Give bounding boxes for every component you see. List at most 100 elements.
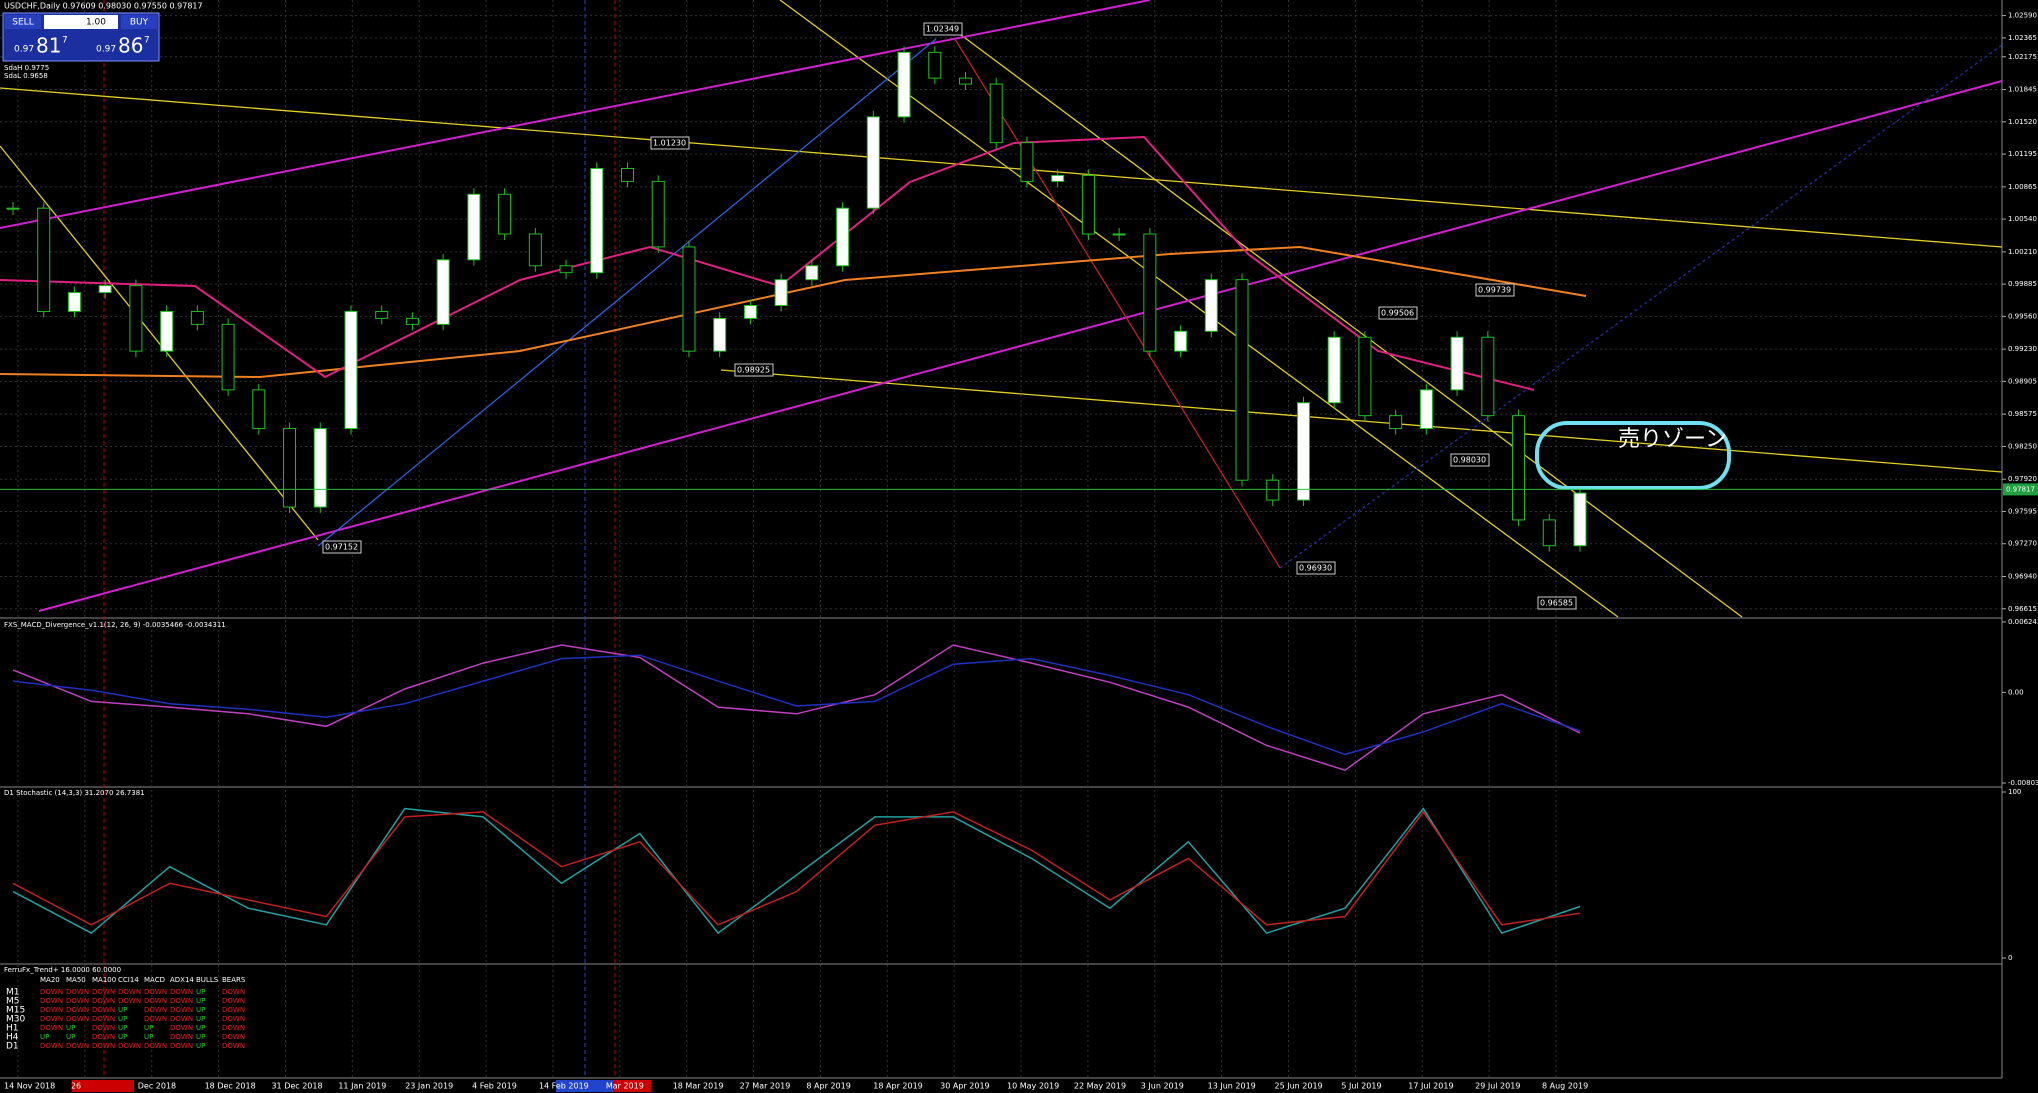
trend-header: MA50	[66, 976, 86, 984]
candle-body	[1419, 389, 1433, 430]
candle-body	[805, 265, 819, 281]
price-tick-label: 1.01845	[2008, 86, 2037, 94]
trend-cell: UP	[144, 1024, 153, 1032]
date-label: 4 Feb 2019	[472, 1082, 517, 1091]
trend-cell: DOWN	[92, 997, 115, 1005]
candle-body	[774, 279, 788, 306]
lot-input[interactable]	[44, 15, 118, 29]
trend-cell: DOWN	[40, 1015, 63, 1023]
current-price-label: 0.97817	[2006, 485, 2035, 493]
candle-body	[1174, 330, 1188, 352]
date-label: 17 Jul 2019	[1408, 1082, 1453, 1091]
trend-cell: DOWN	[222, 988, 245, 996]
trend-cell: UP	[118, 1024, 127, 1032]
price-tick-label: 1.01520	[2008, 118, 2037, 126]
trend-cell: DOWN	[92, 1015, 115, 1023]
pivot-label: 0.96585	[1540, 599, 1573, 608]
trend-timeframe: M5	[6, 997, 20, 1007]
pivot-label: 0.98925	[737, 366, 770, 375]
date-label: 23 Jan 2019	[405, 1082, 453, 1091]
price-tick-label: 1.02590	[2008, 12, 2037, 20]
candle-body	[313, 428, 327, 508]
candle-body	[344, 310, 358, 430]
candle-body	[743, 304, 757, 319]
candle-body	[498, 193, 512, 235]
price-tick-label: 0.98250	[2008, 442, 2037, 450]
candle-body	[1204, 279, 1218, 332]
price-tick-label: 0.99230	[2008, 345, 2037, 353]
date-label: 3 Jun 2019	[1141, 1082, 1184, 1091]
trend-cell: DOWN	[222, 1033, 245, 1041]
sell-button[interactable]	[5, 15, 41, 29]
trend-cell: UP	[40, 1033, 49, 1041]
trend-header: MACD	[144, 976, 165, 984]
buy-button[interactable]	[121, 15, 157, 29]
pivot-label: 0.97152	[325, 543, 358, 552]
candle-body	[1327, 336, 1341, 404]
candle-body	[37, 207, 51, 312]
date-label: 30 Apr 2019	[940, 1082, 989, 1091]
trend-cell: DOWN	[144, 988, 167, 996]
trend-cell: DOWN	[170, 1033, 193, 1041]
date-label: 27 Mar 2019	[740, 1082, 791, 1091]
candle-body	[436, 259, 450, 325]
candle-body	[1235, 279, 1249, 481]
trend-cell: DOWN	[92, 988, 115, 996]
trend-cell: UP	[196, 1006, 205, 1014]
candle-body	[1296, 402, 1310, 501]
trend-cell: DOWN	[66, 1042, 89, 1050]
bid-big: 0.97	[14, 45, 34, 55]
trend-cell: DOWN	[170, 1015, 193, 1023]
candle-body	[1266, 479, 1280, 501]
trade-panel: SELL 1.00 BUY 0.97 81 7 0.97 86 7	[2, 12, 160, 62]
price-tick-label: 0.96615	[2008, 605, 2037, 613]
candle-body	[190, 310, 204, 325]
candle-body	[559, 265, 573, 274]
price-tick-label: 0.96940	[2008, 572, 2037, 580]
pivot-box	[1378, 306, 1418, 320]
osc-tick-label: -0.0080317	[2008, 779, 2038, 787]
trend-cell: DOWN	[118, 997, 141, 1005]
candle-body	[252, 389, 266, 430]
price-tick-label: 1.00540	[2008, 215, 2037, 223]
stochastic-signal-line	[12, 810, 1581, 926]
trend-timeframe: M15	[6, 1006, 25, 1016]
bid-small: 7	[62, 36, 68, 46]
pivot-box	[923, 22, 963, 36]
trend-timeframe: M1	[6, 988, 20, 998]
candle-body	[836, 207, 850, 267]
trend-cell: DOWN	[92, 1006, 115, 1014]
candle-body	[129, 285, 143, 352]
candle-body	[1542, 519, 1556, 547]
price-tick-label: 1.00865	[2008, 183, 2037, 191]
trend-cell: DOWN	[40, 1024, 63, 1032]
candle-body	[528, 233, 542, 267]
osc-tick-label: 0	[2008, 954, 2012, 962]
candle-body	[160, 310, 174, 352]
trend-cell: DOWN	[40, 997, 63, 1005]
trend-cell: UP	[196, 1024, 205, 1032]
trend-cell: DOWN	[40, 1042, 63, 1050]
candle-body	[221, 323, 235, 391]
date-label: 18 Mar 2019	[673, 1082, 724, 1091]
trend-cell: DOWN	[170, 1024, 193, 1032]
trend-cell: UP	[196, 1015, 205, 1023]
ask-mid: 86	[118, 34, 143, 58]
pivot-box	[1450, 453, 1490, 467]
price-tick-label: 0.99885	[2008, 280, 2037, 288]
candle-body	[958, 77, 972, 85]
candle-body	[1573, 492, 1587, 547]
pivot-label: 1.02349	[926, 25, 959, 34]
date-label: 29 Jul 2019	[1475, 1082, 1520, 1091]
lot-value: 1.00	[86, 18, 106, 28]
trend-cell: UP	[196, 997, 205, 1005]
trend-cell: DOWN	[92, 1024, 115, 1032]
candle-body	[375, 310, 389, 319]
trend-cell: DOWN	[222, 1024, 245, 1032]
candle-body	[989, 83, 1003, 144]
date-label: 10 May 2019	[1007, 1082, 1059, 1091]
trend-cell: DOWN	[66, 997, 89, 1005]
pivot-box	[1537, 596, 1577, 610]
trend-cell: DOWN	[144, 1042, 167, 1050]
